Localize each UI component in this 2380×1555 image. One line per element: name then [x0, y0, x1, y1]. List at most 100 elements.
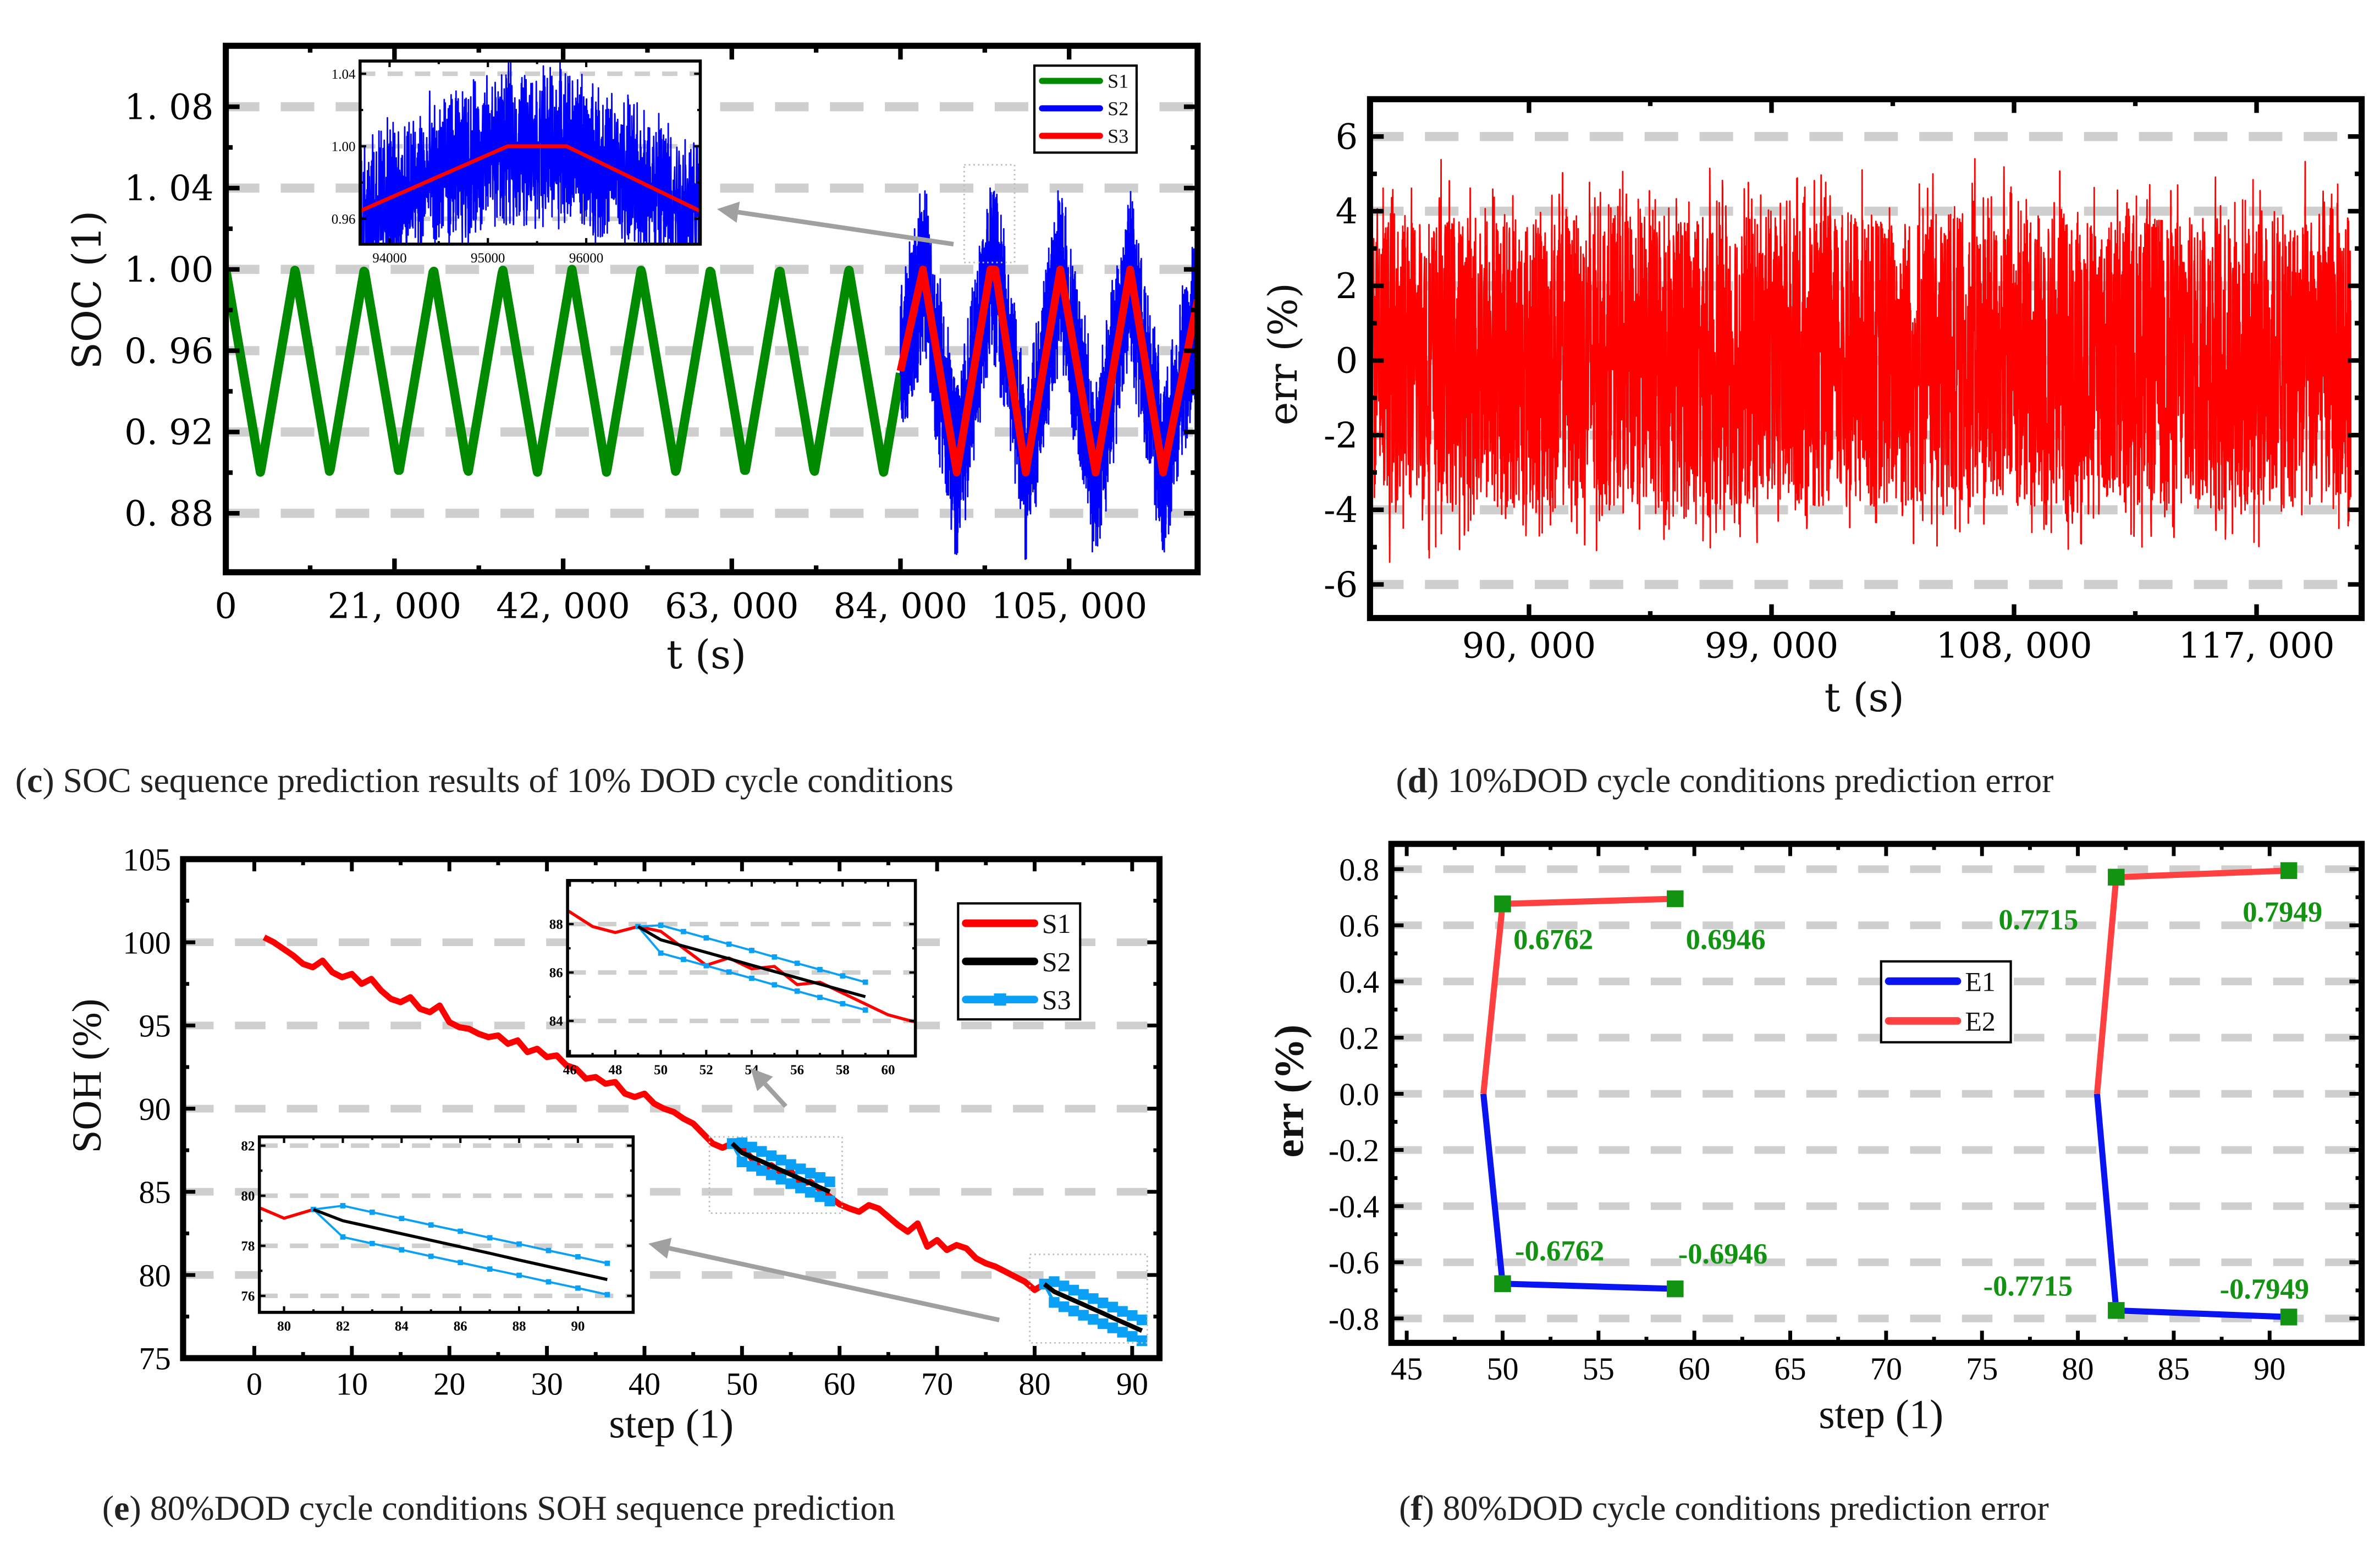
y-tick-label: -0.6	[1329, 1245, 1379, 1281]
y-tick-label: 0.96	[332, 212, 356, 227]
y-axis-label-d: err (%)	[1260, 283, 1307, 425]
y-tick-label: 85	[139, 1174, 171, 1210]
series-s3-marker	[428, 1222, 434, 1228]
x-axis-label-d: t (s)	[1825, 675, 1904, 721]
series-s3-marker	[814, 1172, 825, 1183]
x-tick-label: 90	[2254, 1351, 2285, 1387]
series-s3-marker	[1408, 1161, 1414, 1167]
plot-frame	[566, 878, 917, 1058]
series-s3-marker	[1499, 1186, 1505, 1191]
x-tick-label: 60	[824, 1366, 856, 1402]
caption-c: (c) SOC sequence prediction results of 1…	[15, 761, 954, 800]
series-s3-marker	[785, 1159, 796, 1170]
series-s3-marker	[1088, 1293, 1099, 1304]
series-s3-marker	[736, 1156, 748, 1167]
series-s3-marker	[1049, 1276, 1060, 1287]
x-tick-label: 48	[608, 1063, 622, 1078]
series-s3-marker	[814, 1191, 825, 1202]
series-s3-marker	[1136, 1314, 1148, 1326]
series-s3-upper-line	[1365, 1128, 1593, 1183]
x-tick-label: 50	[654, 1063, 668, 1078]
series-s3-marker	[575, 1254, 581, 1260]
series-s3-marker	[370, 1240, 375, 1246]
x-tick-label: 42, 000	[496, 586, 630, 627]
series-s1-line	[225, 265, 905, 477]
x-tick-label: 46	[563, 1063, 577, 1078]
series-s3-marker	[1136, 1335, 1148, 1347]
series-s3-marker	[772, 982, 778, 988]
y-tick-label: 1. 00	[124, 250, 213, 290]
series-s3-marker	[1431, 1137, 1436, 1142]
series-s3-marker	[1049, 1297, 1060, 1308]
value-annotation: -0.7715	[1984, 1270, 2073, 1302]
zoom-arrow	[737, 210, 954, 247]
caption-prefix: (	[15, 761, 27, 800]
x-tick-label: 105, 000	[991, 586, 1147, 627]
panel-c-soc-chart: 0 21, 000 42, 000 63, 000 84, 000 105, 000 0. …	[124, 42, 1201, 627]
x-tick-label: 70	[921, 1366, 953, 1402]
series-s3-marker	[795, 1183, 806, 1194]
series-s3-marker	[1127, 1331, 1138, 1342]
series-s3-marker	[805, 1186, 816, 1198]
series-s3-marker	[546, 1279, 552, 1285]
series-s3-marker	[1567, 1174, 1573, 1180]
x-tick-label: 0	[246, 1366, 262, 1402]
series-s3-marker	[1058, 1281, 1070, 1292]
x-axis-label-f: step (1)	[1819, 1392, 1943, 1438]
x-tick-label: 84, 000	[834, 586, 968, 627]
x-tick-label: 85	[2158, 1351, 2190, 1387]
series-s3-marker	[399, 1216, 405, 1222]
y-axis-label-f: err (%)	[1266, 1025, 1312, 1158]
series-s2-line	[1043, 1282, 1143, 1333]
x-tick-label: 117, 000	[2178, 626, 2334, 667]
series-s3-marker	[765, 1169, 777, 1180]
x-tick-label: 60	[882, 1063, 895, 1078]
plot-frame	[359, 59, 702, 246]
series-s3-marker	[785, 1178, 796, 1189]
series-s3-marker	[1522, 1192, 1528, 1197]
caption-e: (e) 80%DOD cycle conditions SOH sequence…	[102, 1488, 895, 1527]
panel-e-soh-chart: 0 10 20 30 40 50 60 70 80 90 75 80 85 90 95 100 105 46 48 5…	[123, 842, 1593, 1402]
caption-text: ) SOC sequence prediction results of 10%…	[42, 761, 954, 800]
series-s3-marker	[1117, 1306, 1128, 1317]
zoom-arrow	[763, 1082, 787, 1108]
value-annotation: -0.7949	[2220, 1273, 2309, 1305]
series-s3-marker	[487, 1235, 493, 1241]
series-e2-marker	[1667, 890, 1684, 908]
x-tick-label: 60	[1678, 1351, 1710, 1387]
series-s3-marker	[749, 948, 754, 953]
y-tick-label: 1. 08	[124, 87, 213, 128]
series-s3-marker	[772, 954, 778, 960]
value-annotation: 0.6946	[1686, 924, 1766, 956]
caption-text: ) 80%DOD cycle conditions SOH sequence p…	[130, 1488, 896, 1527]
series-s3-marker	[1522, 1162, 1528, 1167]
caption-letter: f	[1411, 1488, 1423, 1527]
series-s3-marker	[1078, 1289, 1089, 1300]
x-tick-label: 80	[2062, 1351, 2093, 1387]
series-s3-marker	[1454, 1174, 1459, 1179]
x-tick-label: 75	[1966, 1351, 1998, 1387]
inset-background	[259, 1136, 633, 1312]
series-s3-marker	[756, 1146, 767, 1157]
x-tick-label: 0	[214, 586, 237, 627]
y-tick-label: 100	[123, 925, 170, 961]
y-tick-label: -2	[1324, 415, 1358, 456]
series-s3-marker	[824, 1195, 835, 1207]
y-tick-label: 80	[241, 1189, 255, 1204]
y-tick-label: 76	[241, 1289, 255, 1304]
caption-letter: e	[114, 1488, 129, 1527]
caption-prefix: (	[1399, 1488, 1411, 1527]
y-tick-label: 1. 04	[124, 168, 213, 209]
x-tick-label: 20	[433, 1366, 465, 1402]
series-e2-marker	[1494, 895, 1511, 913]
x-axis-label-c: t (s)	[666, 632, 746, 678]
value-annotation: 0.7949	[2243, 897, 2322, 928]
series-s3-marker	[840, 1001, 846, 1007]
series-s3-marker	[428, 1254, 434, 1259]
series-s3-marker	[756, 1165, 767, 1176]
legend-label: S1	[1042, 909, 1071, 939]
series-s3-marker	[794, 960, 800, 966]
series-s2-line	[637, 925, 866, 998]
y-tick-label: 0.6	[1339, 908, 1379, 944]
caption-letter: c	[27, 761, 42, 800]
